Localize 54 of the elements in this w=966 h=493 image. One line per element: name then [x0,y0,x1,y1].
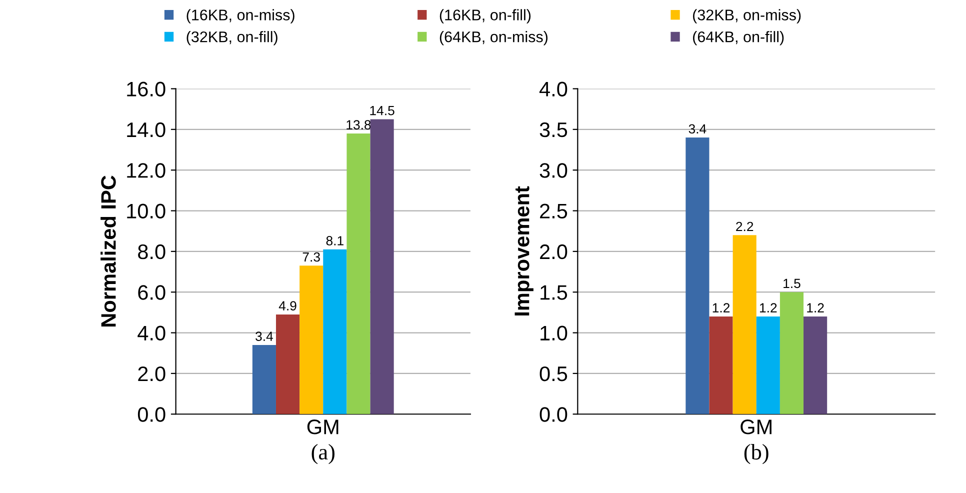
data-label: 1.2 [760,303,777,312]
y-axis-title: Improvement [514,186,534,316]
x-axis-title: (a) [312,444,334,464]
x-tick-label: GM [740,420,772,434]
x-axis-title: (b) [744,444,768,464]
legend-label: (16KB, on-fill) [440,9,531,24]
bar [252,344,276,414]
y-tick-label: 4.0 [138,326,166,341]
bar [686,138,710,414]
data-label: 13.8 [346,120,371,130]
bar [709,316,733,414]
y-tick-label: 6.0 [138,285,166,300]
bar [780,292,804,414]
data-label: 2.2 [736,222,754,232]
bar [804,316,828,414]
y-tick-label: 12.0 [127,163,166,178]
y-tick-label: 2.0 [138,366,166,382]
data-label: 4.9 [278,301,296,310]
legend-label: (16KB, on-miss) [186,9,294,24]
y-tick-label: 3.0 [540,163,568,178]
bar [370,119,394,414]
y-tick-label: 10.0 [127,204,166,219]
bar [346,133,370,414]
y-tick-label: 14.0 [127,122,166,138]
bar [732,235,756,414]
data-label: 1.2 [807,303,824,312]
y-tick-label: 2.0 [540,244,568,260]
legend-label: (64KB, on-fill) [693,31,784,46]
data-label: 14.5 [370,106,394,116]
data-label: 3.4 [256,332,273,341]
bar [300,266,324,414]
bar [756,316,780,414]
legend-label: (32KB, on-miss) [693,9,801,24]
y-tick-label: 8.0 [138,244,166,260]
y-tick-label: 3.5 [540,122,568,138]
y-tick-label: 1.5 [540,285,568,300]
data-label: 1.2 [712,303,730,312]
bar [276,314,300,414]
y-tick-label: 0.0 [540,407,568,422]
bar [323,249,347,414]
data-label: 7.3 [302,252,320,262]
y-tick-label: 4.0 [539,82,568,96]
y-tick-label: 1.0 [540,326,568,341]
data-label: 3.4 [688,124,706,134]
legend-label: (64KB, on-miss) [440,31,548,46]
data-label: 8.1 [326,236,344,246]
data-label: 1.5 [784,278,800,288]
y-tick-label: 0.0 [138,407,166,422]
y-tick-label: 16.0 [127,82,166,96]
y-tick-label: 0.5 [540,366,568,382]
y-tick-label: 2.5 [540,204,568,219]
y-axis-title: Normalized IPC [100,176,116,326]
legend-label: (32KB, on-fill) [186,31,278,46]
x-tick-label: GM [307,420,338,434]
